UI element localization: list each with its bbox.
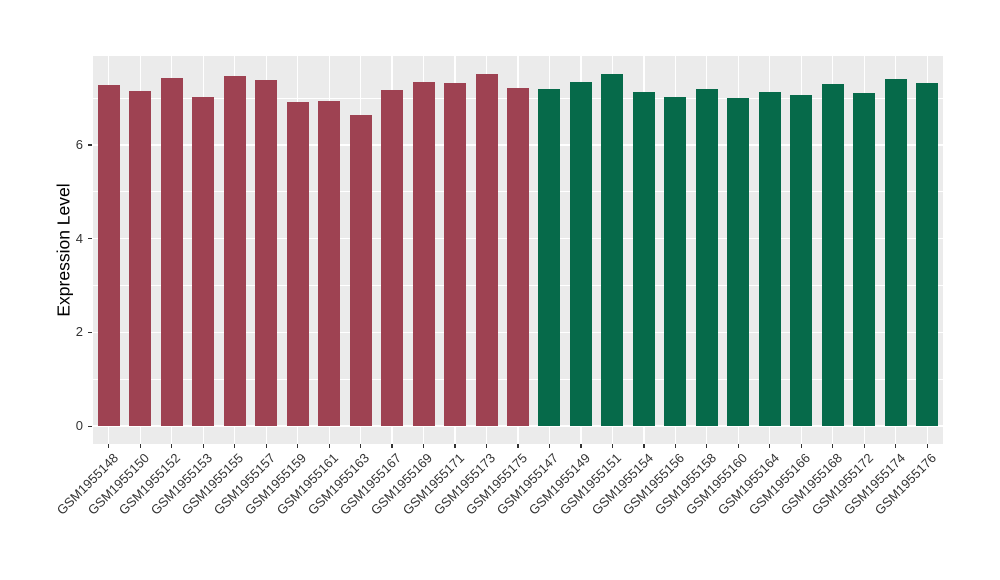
x-tick-label: GSM1955149 — [525, 450, 593, 518]
x-tick-mark — [454, 444, 456, 448]
x-tick-label: GSM1955147 — [494, 450, 562, 518]
bar — [286, 102, 309, 427]
y-axis-title: Expression Level — [53, 183, 74, 317]
x-tick-mark — [863, 444, 865, 448]
y-tick-label: 2 — [75, 324, 83, 340]
x-tick-mark — [171, 444, 173, 448]
x-tick-label: GSM1955153 — [147, 450, 216, 518]
x-tick-mark — [895, 444, 897, 448]
bar — [223, 76, 246, 427]
bar — [601, 73, 624, 427]
x-tick-mark — [769, 444, 771, 448]
x-tick-mark — [517, 444, 519, 448]
y-tick-mark — [88, 425, 92, 427]
x-tick-label: GSM1955160 — [682, 450, 751, 518]
bar — [538, 88, 561, 427]
bar — [97, 84, 120, 427]
x-tick-mark — [832, 444, 834, 448]
x-tick-mark — [359, 444, 362, 448]
x-tick-mark — [548, 444, 551, 448]
x-tick-label: GSM1955156 — [619, 450, 688, 518]
x-tick-label: GSM1955168 — [777, 450, 845, 518]
x-tick-label: GSM1955152 — [116, 450, 184, 518]
bar — [255, 80, 278, 427]
x-tick-label: GSM1955155 — [179, 450, 247, 518]
x-tick-mark — [328, 444, 330, 448]
x-tick-mark — [297, 444, 299, 448]
x-tick-mark — [643, 444, 645, 448]
x-tick-mark — [706, 444, 708, 448]
bar — [444, 83, 467, 427]
x-tick-label: GSM1955164 — [714, 450, 782, 518]
bar — [160, 77, 183, 427]
x-tick-label: GSM1955172 — [808, 450, 877, 518]
bar — [790, 94, 813, 427]
x-tick-mark — [265, 444, 267, 448]
x-tick-mark — [800, 444, 802, 448]
bar — [758, 92, 781, 427]
bar — [381, 89, 404, 427]
x-tick-mark — [926, 444, 928, 448]
y-tick-mark — [88, 238, 92, 240]
x-tick-mark — [234, 444, 236, 448]
bar — [192, 97, 215, 427]
x-tick-label: GSM1955151 — [557, 450, 625, 518]
x-tick-label: GSM1955159 — [242, 450, 310, 518]
x-tick-label: GSM1955161 — [273, 450, 342, 518]
x-tick-label: GSM1955158 — [651, 450, 719, 518]
x-tick-label: GSM1955154 — [588, 450, 656, 518]
x-tick-label: GSM1955176 — [871, 450, 940, 518]
x-tick-mark — [202, 444, 204, 448]
x-tick-label: GSM1955169 — [368, 450, 436, 518]
x-tick-label: GSM1955150 — [84, 450, 153, 518]
bar — [884, 78, 907, 427]
x-tick-mark — [611, 444, 614, 448]
y-tick-label: 0 — [75, 418, 83, 434]
x-tick-label: GSM1955174 — [840, 450, 908, 518]
bar — [821, 84, 844, 427]
bar — [853, 92, 876, 427]
x-tick-mark — [485, 444, 488, 448]
bar — [916, 83, 939, 427]
x-tick-mark — [674, 444, 676, 448]
bar — [569, 81, 592, 427]
bar — [475, 74, 498, 427]
x-tick-label: GSM1955148 — [53, 450, 121, 518]
x-tick-label: GSM1955175 — [462, 450, 530, 518]
bar — [695, 88, 718, 427]
x-tick-mark — [391, 444, 393, 448]
x-tick-label: GSM1955171 — [399, 450, 467, 518]
x-tick-mark — [139, 444, 141, 448]
x-tick-label: GSM1955157 — [210, 450, 279, 518]
y-tick-mark — [88, 331, 92, 334]
bar — [129, 91, 152, 427]
x-tick-label: GSM1955163 — [305, 450, 373, 518]
bar — [412, 81, 435, 427]
bar — [507, 88, 529, 427]
y-tick-label: 6 — [75, 137, 83, 153]
x-tick-mark — [422, 444, 425, 448]
x-tick-mark — [737, 444, 739, 448]
x-tick-label: GSM1955166 — [745, 450, 814, 518]
plot-panel — [93, 56, 943, 444]
x-tick-label: GSM1955173 — [431, 450, 499, 518]
bar — [632, 91, 655, 427]
x-tick-mark — [108, 444, 110, 448]
x-tick-mark — [580, 444, 582, 448]
bar — [318, 100, 341, 427]
x-tick-label: GSM1955167 — [336, 450, 404, 518]
y-tick-mark — [88, 144, 92, 146]
bar — [349, 115, 372, 427]
bar — [727, 97, 750, 427]
bar — [664, 96, 687, 427]
